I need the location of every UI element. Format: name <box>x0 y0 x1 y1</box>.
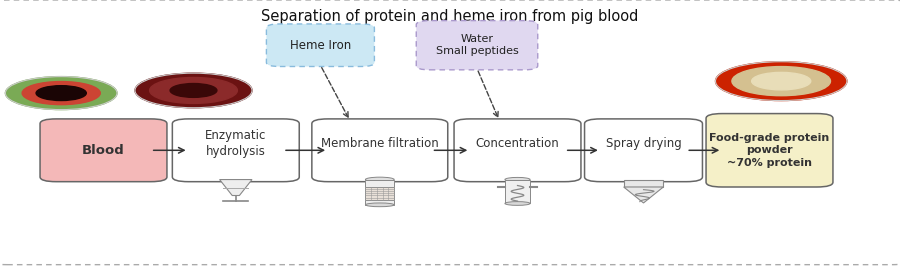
Text: Membrane filtration: Membrane filtration <box>321 137 438 150</box>
FancyBboxPatch shape <box>454 119 581 182</box>
Circle shape <box>149 77 238 103</box>
Circle shape <box>36 86 86 101</box>
Circle shape <box>5 77 117 110</box>
Circle shape <box>170 84 217 97</box>
Text: Water
Small peptides: Water Small peptides <box>436 34 518 56</box>
Circle shape <box>716 62 847 101</box>
Circle shape <box>752 72 811 90</box>
Polygon shape <box>220 180 252 196</box>
Bar <box>365 200 394 205</box>
FancyBboxPatch shape <box>266 24 374 66</box>
FancyBboxPatch shape <box>706 114 833 187</box>
FancyBboxPatch shape <box>585 119 702 182</box>
Circle shape <box>22 82 100 105</box>
Text: Heme Iron: Heme Iron <box>290 39 351 52</box>
Circle shape <box>732 66 831 96</box>
Circle shape <box>135 73 252 108</box>
FancyBboxPatch shape <box>416 21 538 70</box>
Ellipse shape <box>365 177 394 182</box>
FancyBboxPatch shape <box>173 119 299 182</box>
Ellipse shape <box>505 177 530 182</box>
Text: Spray drying: Spray drying <box>606 137 681 150</box>
Circle shape <box>5 77 117 110</box>
Text: Separation of protein and heme iron from pig blood: Separation of protein and heme iron from… <box>261 9 639 24</box>
Text: Enzymatic
hydrolysis: Enzymatic hydrolysis <box>205 129 266 158</box>
Bar <box>624 180 663 187</box>
Ellipse shape <box>365 203 394 207</box>
Text: Blood: Blood <box>82 144 125 157</box>
Circle shape <box>135 73 252 108</box>
Text: Food-grade protein
powder
~70% protein: Food-grade protein powder ~70% protein <box>709 133 830 168</box>
Bar <box>505 180 530 203</box>
Ellipse shape <box>505 202 530 205</box>
FancyBboxPatch shape <box>311 119 447 182</box>
Text: Concentration: Concentration <box>475 137 560 150</box>
Bar <box>365 180 394 187</box>
FancyBboxPatch shape <box>40 119 167 182</box>
Circle shape <box>716 62 847 101</box>
Bar <box>365 187 394 200</box>
Polygon shape <box>624 187 663 203</box>
